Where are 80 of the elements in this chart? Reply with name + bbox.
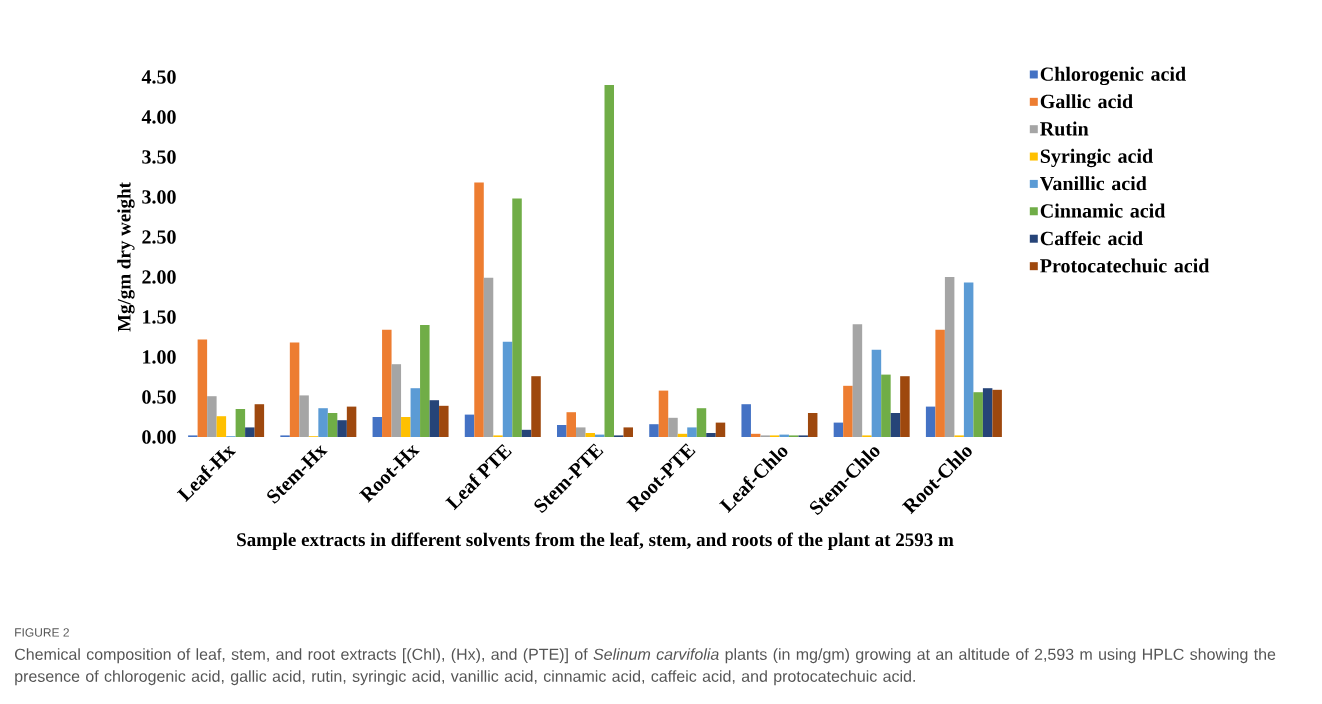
bar xyxy=(750,433,761,438)
bar xyxy=(235,409,246,438)
bar xyxy=(687,427,697,438)
bar xyxy=(677,433,688,438)
bar xyxy=(474,182,484,438)
bar xyxy=(696,408,707,438)
bar xyxy=(668,417,678,438)
legend-label: Chlorogenic acid xyxy=(1040,66,1186,86)
bar xyxy=(973,392,983,438)
legend-label: Cinnamic acid xyxy=(1040,203,1166,218)
y-tick-label: 2.00 xyxy=(142,270,176,284)
bar xyxy=(439,405,449,438)
bar xyxy=(337,420,347,438)
bar xyxy=(715,422,726,438)
bar xyxy=(410,388,421,438)
bar xyxy=(299,395,309,438)
bar xyxy=(531,376,541,438)
bar xyxy=(557,425,567,438)
bar xyxy=(197,339,208,438)
bar xyxy=(623,427,633,438)
bar xyxy=(963,282,974,438)
bar xyxy=(245,427,255,438)
bar xyxy=(741,404,751,438)
bar xyxy=(658,390,669,438)
y-tick-label: 4.00 xyxy=(141,110,176,124)
bar xyxy=(420,325,430,438)
y-tick-label: 0.50 xyxy=(142,390,176,404)
bar xyxy=(833,422,844,438)
y-tick-label: 1.00 xyxy=(143,350,176,364)
bar xyxy=(207,396,217,438)
bar xyxy=(585,433,595,438)
bar xyxy=(391,364,402,438)
y-tick-label: 3.50 xyxy=(142,150,176,164)
bar xyxy=(982,388,993,438)
bar xyxy=(216,416,227,438)
bar xyxy=(502,341,513,438)
bar xyxy=(890,413,901,438)
bar xyxy=(706,433,716,438)
legend-label: Caffeic acid xyxy=(1040,230,1143,246)
bar xyxy=(649,424,659,438)
bar xyxy=(881,374,891,438)
bar xyxy=(327,413,338,438)
legend-label: Rutin xyxy=(1040,121,1089,136)
text: Chemical composition of leaf, stem, and root extracts [(Chl), (Hx), and (PTE)] of Selinum carvifolia plants (in mg/gm) growing at an altitude of 2,593 m using HPLC showing the presence of chlorogenic acid, gallic acid, rutin, syringic acid, vanillic acid, cinnamic acid, caffeic acid, and protocatechuic acid. xyxy=(15,648,1276,686)
bar xyxy=(566,412,576,438)
bar xyxy=(464,414,475,438)
bar xyxy=(318,408,328,438)
bar xyxy=(871,349,882,438)
bar xyxy=(576,427,586,438)
y-tick-label: 4.50 xyxy=(141,70,176,84)
caption: FIGURE 2 xyxy=(15,628,69,637)
bar xyxy=(382,329,392,438)
bar xyxy=(807,413,818,438)
bar xyxy=(843,385,853,438)
bar xyxy=(992,389,1002,438)
y-tick-label: 2.50 xyxy=(142,230,176,244)
bar xyxy=(254,404,265,438)
bar xyxy=(521,429,532,438)
bar xyxy=(900,376,910,438)
bar xyxy=(935,329,945,438)
bar xyxy=(483,277,494,438)
x-axis-title: Sample extracts in different solvents from the leaf, stem, and roots of the plant at 2593 m xyxy=(237,532,954,550)
bar xyxy=(372,417,383,438)
y-tick-label: 0.00 xyxy=(142,430,176,444)
y-axis-title: Mg/gm dry weight xyxy=(117,182,135,332)
bar xyxy=(944,277,955,438)
bar xyxy=(289,342,300,438)
legend-label: Protocatechuic acid xyxy=(1040,258,1210,273)
bar xyxy=(604,85,614,438)
bar xyxy=(512,198,522,438)
bar xyxy=(429,400,440,438)
bar xyxy=(925,406,936,438)
bar xyxy=(401,417,411,438)
y-tick-label: 3.00 xyxy=(142,190,176,204)
bar xyxy=(346,406,357,438)
legend-label: Gallic acid xyxy=(1040,94,1133,109)
legend-label: Vanillic acid xyxy=(1040,176,1147,191)
y-tick-label: 1.50 xyxy=(143,310,176,324)
legend-label: Syringic acid xyxy=(1040,148,1153,168)
bar xyxy=(852,324,863,438)
